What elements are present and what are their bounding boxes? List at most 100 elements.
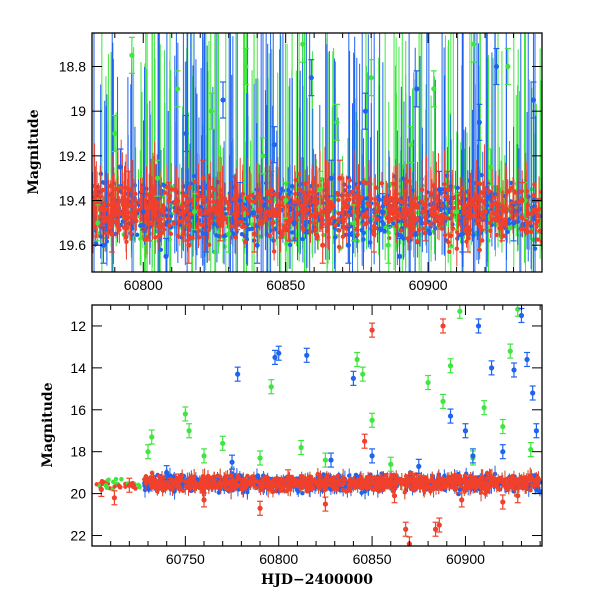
top-dense-point: [369, 196, 374, 201]
top-series-0-point: [385, 242, 391, 248]
top-dense-point: [428, 222, 433, 227]
top-dense-point: [261, 203, 267, 208]
top-dense-point: [430, 205, 436, 210]
top-dense-point: [359, 195, 364, 200]
top-dense-point: [365, 201, 370, 206]
top-dense-point: [214, 233, 219, 238]
top-dense-point: [460, 219, 466, 224]
top-dense-point: [282, 225, 287, 231]
top-dense-point: [156, 233, 162, 239]
top-dense-point: [98, 194, 103, 199]
top-dense-point: [534, 224, 539, 230]
top-dense-point: [336, 197, 341, 203]
top-series-1-point: [414, 86, 420, 92]
top-dense-point: [440, 221, 445, 226]
top-dense-point: [169, 187, 174, 192]
top-dense-point: [250, 193, 255, 198]
top-dense-point: [480, 198, 485, 204]
top-dense-point: [478, 181, 483, 187]
top-dense-point: [463, 227, 468, 232]
top-dense-point: [200, 197, 205, 202]
top-dense-point: [133, 208, 138, 213]
top-dense-point: [480, 215, 486, 220]
top-x-tick-label: 60850: [266, 277, 305, 293]
top-series-1-point: [396, 253, 403, 259]
top-dense-point: [474, 204, 479, 209]
top-dense-point: [109, 194, 115, 200]
top-dense-point: [218, 192, 223, 198]
top-dense-point: [115, 186, 121, 192]
top-series-2-point: [251, 231, 257, 237]
top-dense-point: [185, 200, 190, 206]
top-dense-point: [242, 239, 248, 245]
top-dense-point: [251, 199, 257, 204]
top-dense-point: [377, 197, 382, 203]
top-dense-point: [396, 214, 401, 219]
top-series-2-point: [126, 186, 132, 192]
top-dense-point: [509, 185, 515, 190]
top-dense-point: [153, 235, 158, 240]
top-dense-point: [520, 221, 525, 227]
top-dense-point: [479, 172, 484, 178]
top-dense-point: [138, 223, 143, 228]
top-series-1-point: [117, 164, 124, 170]
top-series-0-point: [283, 197, 289, 204]
top-dense-point: [476, 218, 481, 223]
top-dense-point: [93, 186, 98, 192]
top-dense-point: [206, 200, 211, 205]
top-dense-point: [164, 184, 170, 190]
top-x-tick-label: 60800: [124, 277, 163, 293]
top-dense-point: [121, 210, 127, 215]
top-dense-point: [442, 232, 448, 238]
top-dense-point: [314, 235, 320, 241]
top-dense-point: [290, 230, 295, 235]
top-series-0-point: [453, 209, 460, 215]
top-series-0-point: [334, 119, 340, 125]
top-dense-point: [409, 222, 414, 227]
top-dense-point: [454, 246, 460, 251]
top-dense-point: [325, 213, 330, 218]
top-dense-point: [196, 235, 202, 240]
top-dense-point: [187, 185, 192, 190]
top-series-2-point: [337, 175, 343, 181]
top-series-1-point: [328, 175, 334, 181]
top-series-0-point: [408, 142, 414, 148]
top-series-0-point: [351, 220, 357, 226]
top-dense-point: [226, 206, 231, 212]
top-dense-point: [536, 197, 542, 202]
top-dense-point: [340, 234, 346, 239]
top-y-axis-label: Magnitude: [26, 109, 42, 194]
top-dense-point: [289, 206, 295, 212]
top-series-0-point: [260, 153, 266, 159]
top-series-0-point: [154, 175, 161, 181]
top-series-2-point: [285, 220, 292, 226]
top-dense-point: [290, 184, 295, 189]
top-dense-point: [237, 219, 243, 225]
top-dense-point: [412, 232, 418, 238]
top-dense-point: [390, 221, 396, 226]
top-series-1-point: [183, 130, 189, 137]
top-dense-point: [373, 196, 378, 202]
top-series-0-point: [300, 41, 306, 47]
top-series-2-point: [371, 231, 377, 237]
top-dense-point: [167, 193, 172, 198]
top-series-1-point: [510, 220, 517, 226]
top-series-0-point: [129, 52, 135, 58]
top-dense-point: [405, 178, 410, 184]
top-dense-point: [256, 191, 262, 196]
top-series-2-point: [482, 209, 488, 215]
top-dense-point: [411, 213, 417, 219]
top-dense-point: [137, 200, 143, 205]
top-dense-point: [239, 231, 245, 237]
top-dense-point: [335, 190, 340, 196]
top-dense-point: [512, 189, 517, 194]
top-dense-point: [460, 185, 465, 191]
top-series-2-point: [465, 231, 471, 237]
top-dense-point: [308, 229, 313, 234]
top-dense-point: [346, 213, 351, 218]
top-series-1-point: [100, 242, 106, 248]
top-dense-point: [296, 198, 302, 203]
top-dense-point: [175, 233, 181, 239]
top-dense-point: [355, 232, 360, 237]
